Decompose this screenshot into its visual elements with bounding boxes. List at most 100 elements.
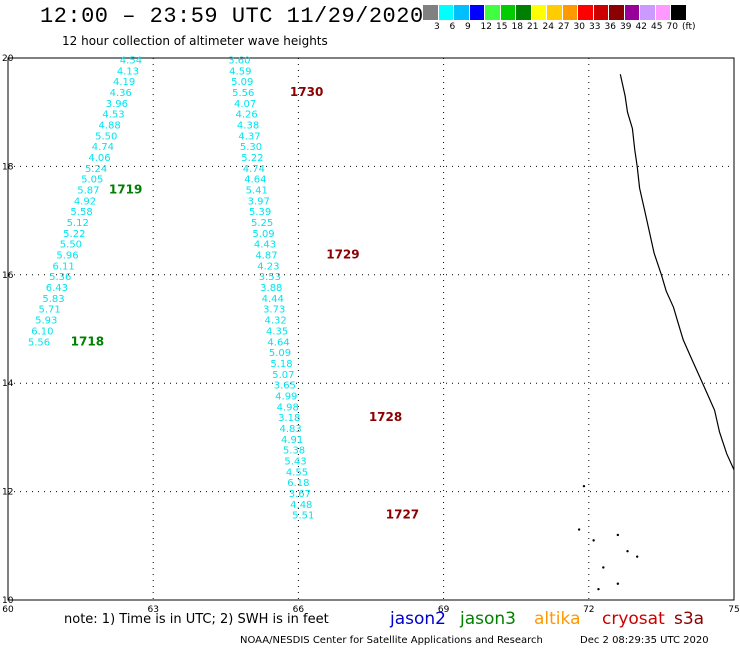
wave-height-value: 4.32 [265,316,287,327]
island [626,550,629,553]
legend-label: 6 [449,22,456,32]
wave-height-value: 4.06 [88,153,110,164]
footer-timestamp: Dec 2 08:29:35 UTC 2020 [580,635,709,646]
wave-height-value: 4.88 [99,120,121,131]
legend-label: 27 [558,22,570,32]
wave-height-value: 4.13 [117,66,139,77]
wave-height-value: 5.56 [232,88,254,99]
wave-height-value: 4.35 [266,326,288,337]
legend-swatch [654,5,670,20]
island [592,539,595,542]
pass-number-label: 1730 [290,85,323,99]
legend-swatch [577,5,593,20]
y-tick-label: 18 [2,162,14,172]
footer-note: note: 1) Time is in UTC; 2) SWH is in fe… [64,612,329,627]
wave-height-value: 4.74 [243,164,265,175]
wave-height-value: 5.36 [49,272,71,283]
wave-height-value: 5.12 [67,218,89,229]
legend-label: 36 [604,22,616,32]
wave-height-value: 4.74 [92,142,114,153]
wave-height-value: 6.18 [287,478,309,489]
wave-height-value: 6.10 [31,326,53,337]
wave-height-value: 3.67 [289,489,311,500]
legend-swatch [561,5,577,20]
wave-height-value: 5.38 [283,446,305,457]
legend-label: 9 [465,22,471,32]
legend-label: 42 [635,22,647,32]
wave-height-value: 5.22 [63,229,85,240]
wave-height-value: 3.18 [278,413,300,424]
wave-height-value: 4.26 [235,110,257,121]
wave-height-value: 4.92 [74,196,96,207]
legend-swatch [484,5,500,20]
x-tick-label: 72 [583,605,594,615]
x-tick-label: 63 [147,605,158,615]
wave-height-value: 6.43 [46,283,68,294]
wave-height-value: 5.58 [70,207,92,218]
wave-height-value: 5.22 [241,153,263,164]
wave-height-value: 5.83 [42,294,64,305]
pass-number-label: 1727 [386,508,419,522]
wave-height-value: 4.59 [229,66,251,77]
legend-swatch [422,5,438,20]
x-tick-label: 75 [728,605,739,615]
y-tick-label: 20 [2,54,14,64]
wave-height-value: 3.73 [263,305,285,316]
wave-height-value: 5.39 [249,207,271,218]
wave-height-value: 5.09 [269,348,291,359]
pass-number-label: 1729 [326,248,359,262]
wave-height-value: 5.25 [251,218,273,229]
wave-height-value: 4.48 [290,500,312,511]
y-tick-label: 16 [2,271,14,281]
satellite-legend-altika: altika [534,609,581,629]
island [602,566,605,569]
island [616,533,620,537]
wave-height-value: 5.87 [77,186,99,197]
legend-label: 18 [511,22,523,32]
wave-height-value: 5.05 [81,175,103,186]
legend-swatch [530,5,546,20]
wave-height-value: 5.51 [292,511,314,522]
legend-label: 70 [666,22,678,32]
legend-label: 15 [496,22,508,32]
wave-height-value: 3.97 [248,196,270,207]
wave-height-value: 5.71 [38,305,60,316]
wave-height-value: 5.07 [272,370,294,381]
legend-swatch [670,5,686,20]
legend-swatch [546,5,562,20]
legend-swatch [468,5,484,20]
wave-height-value: 5.56 [28,337,50,348]
wave-height-value: 5.50 [60,240,82,251]
wave-height-value: 3.88 [260,283,282,294]
legend-label: (ft) [682,22,696,32]
legend-swatch [437,5,453,20]
wave-height-value: 4.54 [120,55,142,66]
legend-label: 45 [651,22,663,32]
wave-height-value: 6.11 [53,261,75,272]
y-tick-label: 14 [2,379,14,389]
page-title: 12:00 – 23:59 UTC 11/29/2020 [40,4,424,29]
wave-height-value: 5.50 [95,131,117,142]
satellite-legend-jason3: jason3 [460,609,516,629]
wave-height-value: 4.37 [238,131,260,142]
island [636,555,639,558]
x-tick-label: 60 [2,605,14,615]
legend-swatch [623,5,639,20]
y-tick-label: 10 [2,596,14,606]
legend-swatch [515,5,531,20]
wave-height-value: 4.43 [254,240,276,251]
color-legend [422,5,686,20]
y-tick-label: 12 [2,488,13,498]
legend-swatch [592,5,608,20]
legend-label: 24 [542,22,554,32]
wave-height-value: 4.36 [110,88,132,99]
legend-label: 12 [480,22,492,32]
wave-height-value: 5.18 [270,359,292,370]
wave-height-value: 5.09 [252,229,274,240]
wave-height-value: 5.41 [246,186,268,197]
island [616,582,620,585]
coastline [619,74,735,471]
legend-label: 39 [620,22,632,32]
wave-height-value: 4.64 [267,337,289,348]
